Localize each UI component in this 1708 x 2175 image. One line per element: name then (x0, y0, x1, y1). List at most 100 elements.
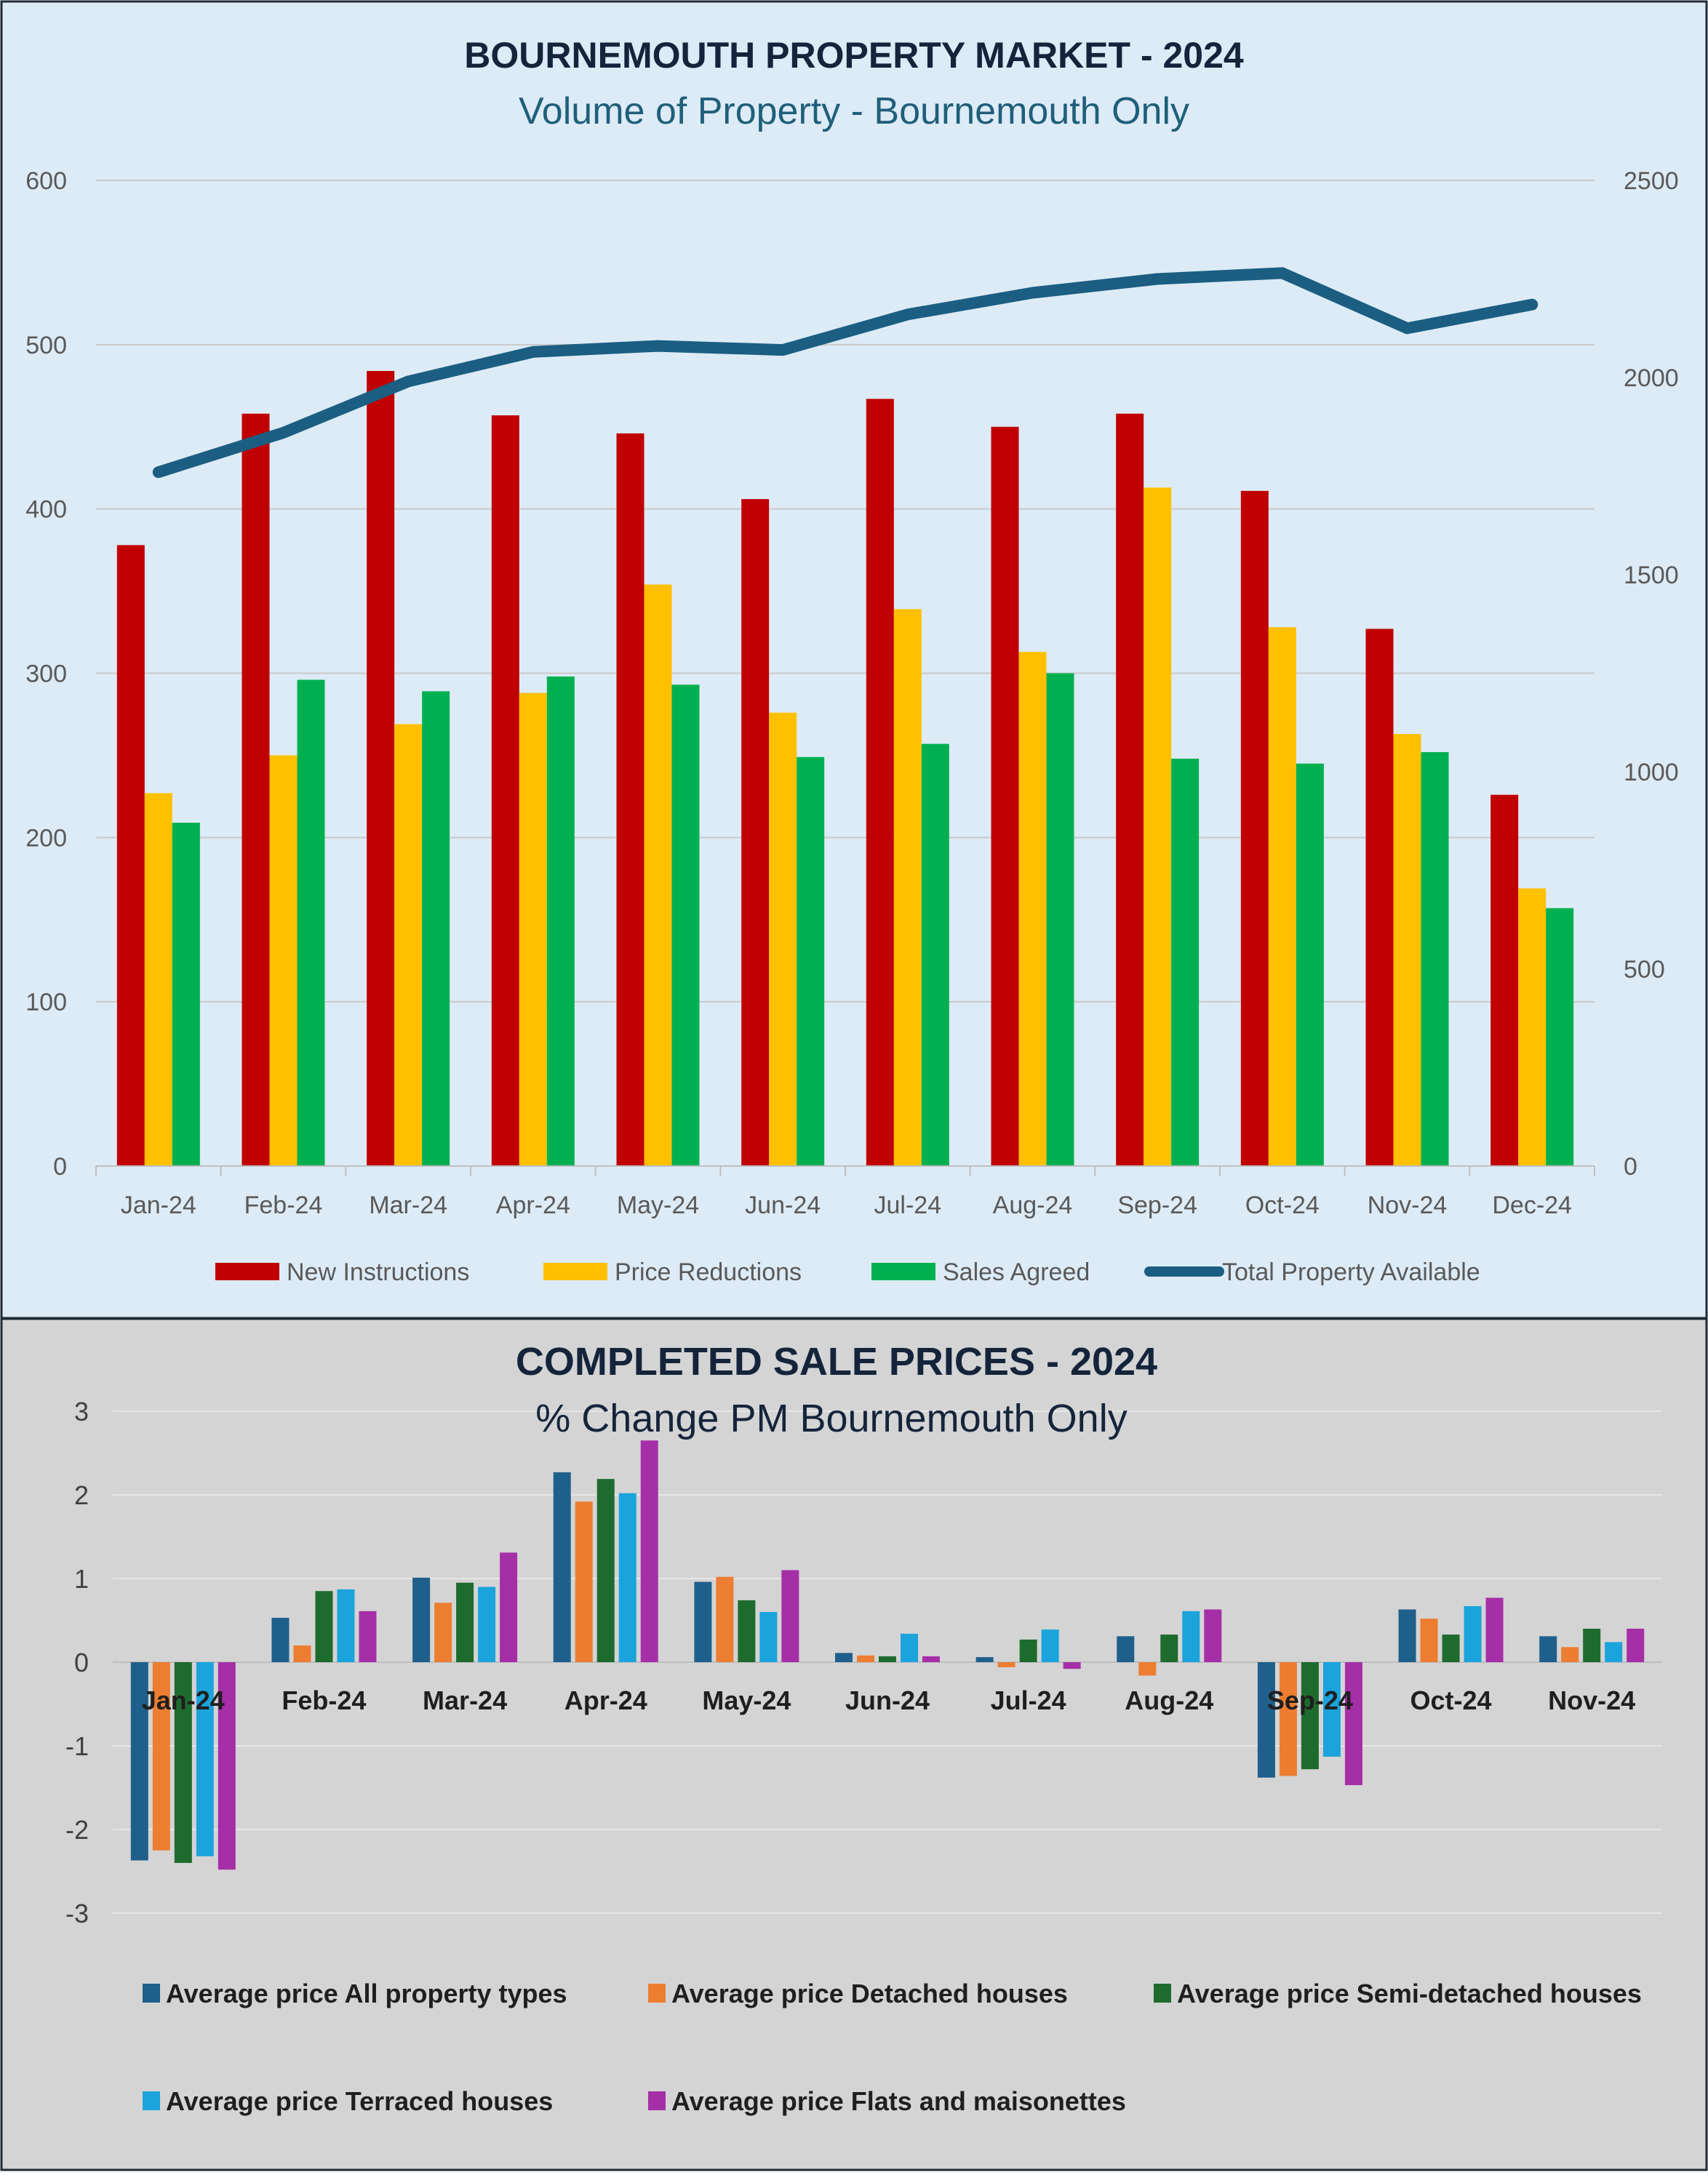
bar-average-price-terraced-houses-sep-24 (1322, 1662, 1341, 1757)
bar-new-instructions-apr-24 (491, 415, 519, 1166)
bar-average-price-semi-detached-houses-may-24 (738, 1600, 756, 1662)
bar-sales-agreed-jun-24 (797, 757, 825, 1166)
x-tick-label: Oct-24 (1410, 1685, 1492, 1715)
y-right-tick-label: 1000 (1624, 759, 1679, 786)
bar-sales-agreed-oct-24 (1296, 763, 1324, 1166)
volume-chart-title: BOURNEMOUTH PROPERTY MARKET - 2024 (464, 35, 1244, 76)
legend-label: Average price Flats and maisonettes (671, 2086, 1126, 2116)
legend-swatch (648, 1984, 666, 2003)
x-tick-label: Aug-24 (993, 1192, 1073, 1219)
prices-chart-bars (130, 1440, 1645, 1870)
prices-chart-x-axis: Jan-24 Feb-24 Mar-24 Apr-24 May-24 Jun-24 Jul-… (142, 1685, 1635, 1715)
x-tick-label: Jan-24 (142, 1685, 225, 1715)
bar-price-reductions-mar-24 (394, 724, 423, 1166)
x-tick-label: Jun-24 (745, 1192, 821, 1219)
bar-new-instructions-may-24 (616, 433, 645, 1166)
x-tick-label: Jul-24 (991, 1685, 1066, 1715)
legend-label: New Instructions (287, 1258, 469, 1286)
volume-chart-subtitle: Volume of Property - Bournemouth Only (519, 90, 1189, 132)
y-left-tick-label: 0 (53, 1153, 67, 1181)
y-left-tick-label: 500 (25, 332, 67, 359)
volume-chart-x-axis: Jan-24 Feb-24 Mar-24 Apr-24 May-24 Jun-24 Jul-… (95, 1165, 1595, 1219)
bar-price-reductions-jun-24 (769, 712, 797, 1166)
bar-price-reductions-may-24 (644, 584, 672, 1166)
x-tick-label: Jul-24 (874, 1192, 942, 1219)
legend-label: Total Property Available (1222, 1258, 1480, 1286)
bar-average-price-terraced-houses-apr-24 (618, 1493, 636, 1662)
y-tick-label: -3 (65, 1899, 89, 1928)
bar-average-price-all-property-types-aug-24 (1117, 1636, 1135, 1662)
bar-sales-agreed-sep-24 (1171, 758, 1200, 1166)
bar-average-price-semi-detached-houses-nov-24 (1583, 1629, 1601, 1662)
bar-average-price-flats-and-maisonettes-mar-24 (500, 1552, 518, 1662)
bar-average-price-flats-and-maisonettes-jan-24 (218, 1662, 236, 1870)
bar-average-price-all-property-types-sep-24 (1257, 1662, 1275, 1778)
x-tick-label: Jan-24 (121, 1192, 196, 1219)
x-tick-label: Nov-24 (1368, 1192, 1448, 1219)
bar-new-instructions-dec-24 (1490, 794, 1519, 1166)
bar-average-price-all-property-types-feb-24 (271, 1618, 290, 1662)
x-tick-label: Aug-24 (1125, 1685, 1213, 1715)
legend-item-price-reductions: Price Reductions (543, 1258, 802, 1286)
y-tick-label: 0 (74, 1648, 89, 1677)
legend-label: Sales Agreed (943, 1258, 1090, 1286)
bar-new-instructions-aug-24 (991, 426, 1019, 1166)
bar-average-price-flats-and-maisonettes-nov-24 (1627, 1629, 1645, 1662)
bar-average-price-flats-and-maisonettes-jul-24 (1063, 1662, 1081, 1669)
y-tick-label: -1 (65, 1731, 89, 1761)
legend-item-average-price-flats-and-maisonettes: Average price Flats and maisonettes (648, 2086, 1126, 2116)
bar-average-price-detached-houses-mar-24 (434, 1603, 452, 1662)
bar-average-price-flats-and-maisonettes-feb-24 (359, 1611, 377, 1662)
bar-average-price-all-property-types-mar-24 (412, 1577, 431, 1662)
prices-chart-panel: COMPLETED SALE PRICES - 2024 % Change PM… (0, 1317, 1708, 2171)
legend-label: Average price All property types (166, 1979, 567, 2008)
y-right-tick-label: 2500 (1624, 167, 1679, 195)
volume-chart-right-axis: 0 500 1000 1500 2000 2500 (1624, 167, 1679, 1181)
bar-sales-agreed-may-24 (671, 685, 700, 1166)
bar-average-price-flats-and-maisonettes-sep-24 (1344, 1662, 1362, 1786)
legend-swatch (143, 1984, 160, 2003)
bar-new-instructions-sep-24 (1116, 413, 1144, 1166)
bar-new-instructions-jan-24 (116, 545, 145, 1166)
x-tick-label: May-24 (702, 1685, 791, 1715)
volume-chart-legend: New Instructions Price Reductions Sales Ag… (215, 1258, 1480, 1286)
legend-item-average-price-semi-detached-houses: Average price Semi-detached houses (1154, 1979, 1642, 2008)
y-right-tick-label: 500 (1624, 956, 1665, 983)
bar-price-reductions-feb-24 (269, 755, 298, 1166)
legend-item-total-property-available: Total Property Available (1144, 1258, 1480, 1286)
prices-chart-y-axis: -3 -2 -1 0 1 2 3 (65, 1397, 89, 1928)
bar-average-price-detached-houses-jun-24 (857, 1655, 874, 1662)
bar-sales-agreed-dec-24 (1546, 908, 1574, 1166)
legend-item-average-price-detached-houses: Average price Detached houses (648, 1979, 1068, 2008)
bar-average-price-semi-detached-houses-oct-24 (1442, 1635, 1460, 1662)
x-tick-label: Nov-24 (1548, 1685, 1635, 1715)
bar-average-price-terraced-houses-may-24 (759, 1612, 778, 1662)
bar-average-price-detached-houses-aug-24 (1138, 1662, 1157, 1676)
volume-chart-line (152, 267, 1539, 479)
y-tick-label: 1 (74, 1564, 89, 1594)
bar-average-price-all-property-types-jul-24 (975, 1657, 994, 1662)
y-left-tick-label: 400 (25, 496, 67, 524)
bar-sales-agreed-nov-24 (1421, 751, 1449, 1166)
bar-average-price-detached-houses-feb-24 (293, 1645, 311, 1662)
bar-new-instructions-nov-24 (1365, 628, 1394, 1166)
x-tick-label: Oct-24 (1245, 1192, 1320, 1219)
bar-price-reductions-apr-24 (519, 693, 547, 1166)
legend-swatch (648, 2091, 666, 2110)
bar-average-price-all-property-types-jan-24 (130, 1662, 148, 1861)
legend-item-average-price-all-property-types: Average price All property types (143, 1979, 567, 2008)
bar-average-price-terraced-houses-mar-24 (478, 1587, 496, 1662)
bar-new-instructions-jun-24 (741, 499, 770, 1166)
bar-average-price-flats-and-maisonettes-jun-24 (922, 1656, 940, 1662)
legend-swatch (871, 1263, 935, 1280)
x-tick-label: Sep-24 (1117, 1192, 1197, 1219)
bar-price-reductions-sep-24 (1144, 487, 1172, 1166)
y-left-tick-label: 100 (25, 989, 67, 1016)
bar-average-price-terraced-houses-jul-24 (1041, 1629, 1059, 1662)
bar-average-price-terraced-houses-jun-24 (901, 1633, 918, 1662)
y-right-tick-label: 1500 (1624, 562, 1679, 589)
x-tick-label: Apr-24 (496, 1192, 570, 1219)
bar-sales-agreed-feb-24 (297, 679, 325, 1166)
volume-chart-left-axis: 0 100 200 300 400 500 600 (25, 167, 67, 1181)
bar-sales-agreed-jan-24 (172, 823, 200, 1166)
